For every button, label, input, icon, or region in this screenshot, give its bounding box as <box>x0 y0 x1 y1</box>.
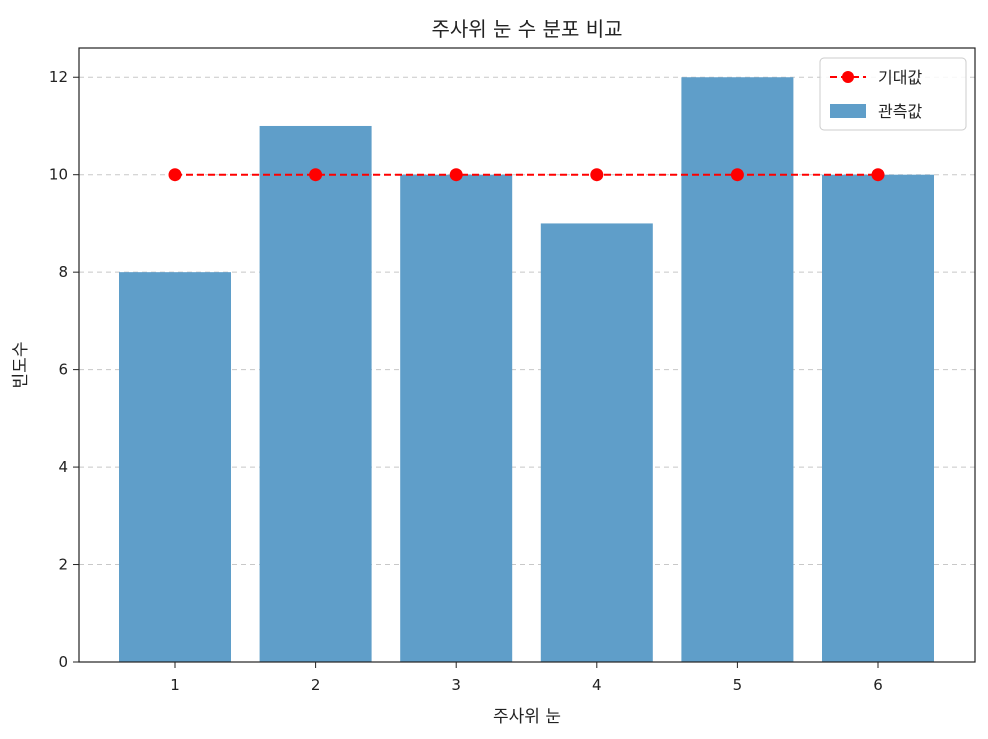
y-tick-label: 2 <box>58 556 68 574</box>
x-axis-ticks: 1 2 3 4 5 6 <box>170 662 883 694</box>
bar-observed-2 <box>259 125 372 662</box>
y-tick-label: 4 <box>58 458 68 476</box>
expected-marker-4 <box>590 168 604 182</box>
legend-marker-swatch <box>842 71 854 83</box>
chart-title: 주사위 눈 수 분포 비교 <box>431 17 622 41</box>
legend: 기대값 관측값 <box>819 57 967 131</box>
x-tick-label: 2 <box>311 676 321 694</box>
x-tick-label: 3 <box>451 676 461 694</box>
x-tick-label: 4 <box>592 676 602 694</box>
x-tick-label: 6 <box>873 676 883 694</box>
bar-observed-1 <box>119 272 231 662</box>
plot-frame <box>78 47 976 663</box>
expected-marker-3 <box>449 168 463 182</box>
x-tick-label: 5 <box>733 676 743 694</box>
expected-line-series <box>168 168 885 182</box>
expected-marker-1 <box>168 168 182 182</box>
legend-bar-swatch <box>830 104 866 118</box>
expected-marker-2 <box>309 168 323 182</box>
bar-series <box>119 77 934 662</box>
legend-label-observed: 관측값 <box>878 102 922 121</box>
y-tick-label: 12 <box>49 68 68 86</box>
y-tick-label: 10 <box>49 166 68 184</box>
legend-label-expected: 기대값 <box>878 68 922 87</box>
bar-observed-3 <box>400 174 513 662</box>
y-axis-ticks: 0 2 4 6 8 10 12 <box>49 68 79 671</box>
expected-marker-5 <box>730 168 744 182</box>
y-tick-label: 0 <box>58 653 68 671</box>
x-tick-label: 1 <box>170 676 180 694</box>
expected-marker-6 <box>871 168 885 182</box>
bar-observed-5 <box>681 77 794 662</box>
y-tick-label: 6 <box>58 361 68 379</box>
x-axis-label: 주사위 눈 <box>493 707 561 727</box>
y-axis-label: 빈도수 <box>11 342 31 389</box>
bar-observed-6 <box>822 174 934 662</box>
bar-observed-4 <box>540 223 653 662</box>
y-tick-label: 8 <box>58 263 68 281</box>
